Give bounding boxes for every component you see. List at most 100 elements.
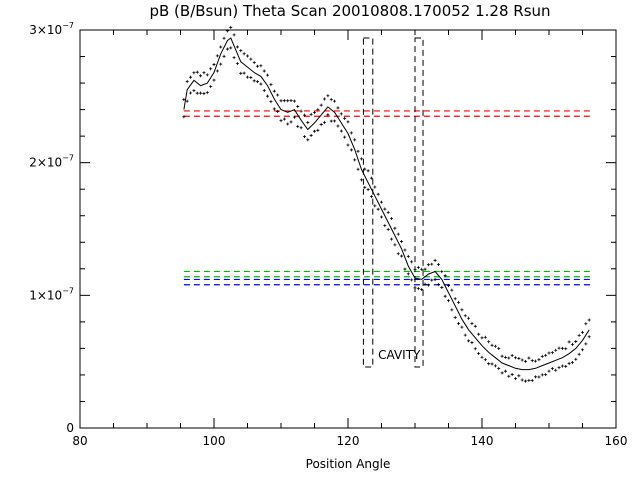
- data-point: [326, 113, 330, 117]
- data-point: [309, 134, 313, 138]
- data-point: [390, 237, 394, 241]
- data-point: [329, 98, 333, 102]
- data-point: [426, 263, 430, 267]
- data-point: [229, 25, 233, 29]
- data-point: [540, 373, 544, 377]
- data-point: [547, 351, 551, 355]
- data-point: [443, 274, 447, 278]
- data-point: [182, 115, 186, 119]
- data-point: [557, 366, 561, 370]
- data-point: [581, 330, 584, 334]
- data-point: [410, 278, 414, 282]
- y-tick-label: 1×10−7: [29, 286, 74, 302]
- data-point: [276, 93, 280, 97]
- data-point: [393, 243, 397, 247]
- data-point: [215, 69, 219, 73]
- data-point: [560, 364, 564, 368]
- data-point: [302, 135, 306, 139]
- data-point: [215, 54, 219, 58]
- data-point: [453, 315, 457, 319]
- data-point: [296, 124, 300, 128]
- data-point: [262, 69, 266, 73]
- data-point: [195, 70, 199, 74]
- data-point: [514, 377, 517, 381]
- data-point: [383, 224, 387, 228]
- data-point: [547, 369, 551, 373]
- data-point: [570, 342, 574, 346]
- data-point: [467, 316, 471, 320]
- data-point: [343, 135, 347, 139]
- data-point: [560, 346, 564, 350]
- data-point: [313, 111, 316, 115]
- data-point: [306, 138, 310, 142]
- data-point: [503, 369, 507, 373]
- data-point: [490, 362, 494, 366]
- data-point: [386, 227, 390, 231]
- data-point: [282, 99, 286, 103]
- data-point: [386, 210, 390, 214]
- data-point: [269, 83, 273, 87]
- data-point: [406, 272, 410, 276]
- data-point: [276, 110, 280, 114]
- data-point: [493, 364, 497, 368]
- data-point: [202, 71, 206, 75]
- data-point: [423, 267, 427, 271]
- data-point: [544, 373, 548, 377]
- data-point: [369, 176, 373, 180]
- data-point: [420, 267, 424, 271]
- data-point: [473, 324, 477, 328]
- data-point: [313, 129, 316, 133]
- data-point: [199, 74, 203, 78]
- data-point: [517, 374, 521, 378]
- data-point: [356, 167, 360, 171]
- data-point: [463, 314, 467, 318]
- data-point: [570, 361, 574, 365]
- cavity-box: [362, 37, 374, 368]
- data-point: [477, 351, 481, 355]
- data-point: [460, 308, 464, 312]
- data-point: [296, 104, 300, 108]
- data-point: [524, 359, 528, 363]
- data-point: [537, 375, 541, 379]
- data-point: [229, 46, 233, 50]
- data-point: [480, 336, 484, 340]
- data-point: [390, 217, 394, 221]
- x-tick-label: 100: [203, 434, 226, 448]
- x-tick-labels: 80 100 120 140 160: [72, 434, 627, 448]
- data-point: [286, 122, 290, 126]
- data-point: [209, 67, 213, 71]
- data-point: [380, 215, 383, 219]
- data-point: [520, 378, 524, 382]
- data-point: [222, 36, 226, 40]
- data-point: [256, 80, 260, 84]
- data-point: [185, 99, 189, 103]
- data-point: [289, 98, 293, 102]
- data-point: [269, 100, 273, 104]
- data-point: [577, 352, 581, 356]
- data-point: [339, 129, 343, 133]
- data-point: [373, 204, 377, 208]
- data-point: [182, 98, 186, 102]
- data-point: [507, 356, 511, 360]
- data-point: [440, 270, 444, 274]
- data-point: [393, 226, 397, 230]
- data-point: [457, 300, 461, 304]
- data-line: [183, 37, 590, 371]
- data-point: [249, 76, 253, 80]
- data-point: [323, 120, 327, 124]
- data-point: [272, 89, 276, 93]
- data-point: [189, 91, 193, 95]
- cavity-box: [414, 37, 424, 368]
- data-point: [433, 278, 437, 282]
- data-point: [252, 61, 256, 65]
- data-point: [353, 158, 357, 162]
- data-point: [282, 117, 286, 121]
- data-point: [400, 254, 404, 258]
- data-point: [205, 73, 209, 77]
- data-point: [376, 192, 380, 196]
- data-point: [309, 112, 313, 116]
- data-point: [192, 89, 196, 93]
- data-point: [497, 347, 501, 351]
- data-point: [426, 283, 430, 287]
- data-point: [326, 94, 330, 98]
